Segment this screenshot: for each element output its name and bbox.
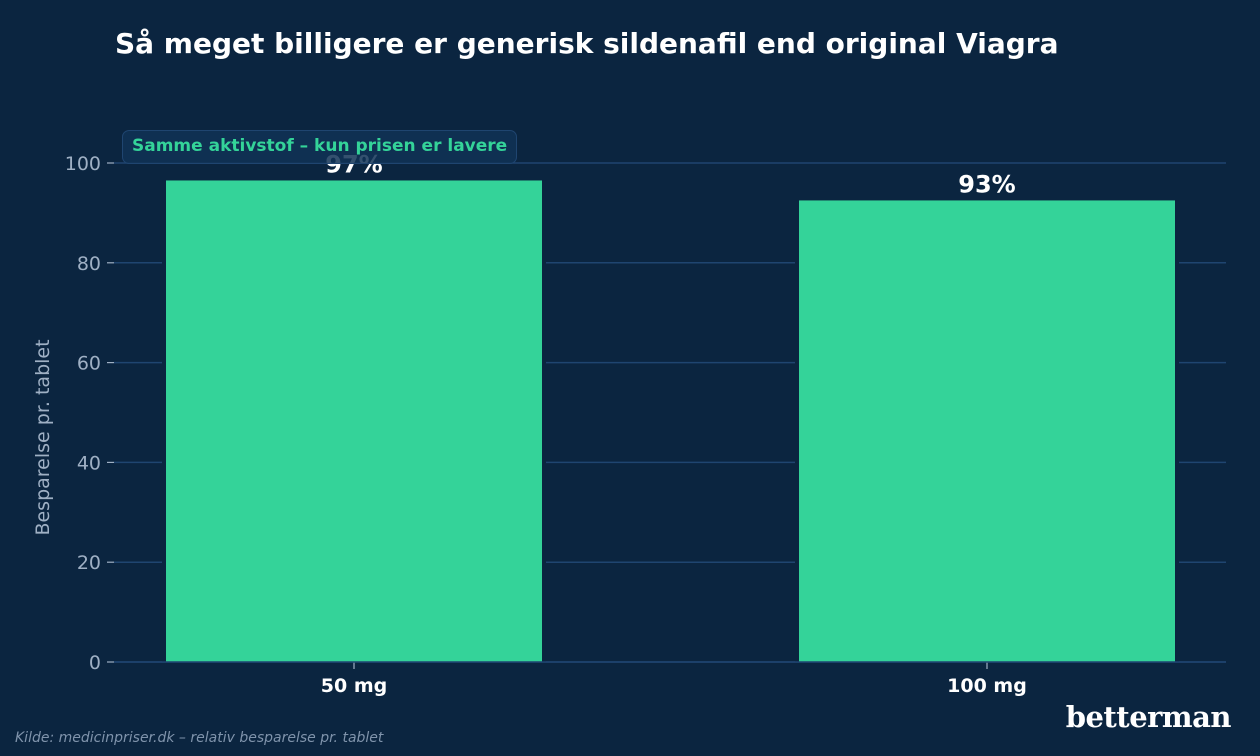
brand-logo: betterman — [1065, 700, 1232, 734]
y-tick-label: 60 — [77, 353, 101, 375]
bar-100-mg — [799, 200, 1175, 663]
x-tick-label: 50 mg — [321, 675, 387, 697]
x-tick-label: 100 mg — [947, 675, 1027, 697]
y-tick-label: 20 — [77, 552, 101, 574]
y-tick-label: 40 — [77, 452, 101, 474]
y-tick-label: 80 — [77, 253, 101, 275]
y-tick-label: 100 — [65, 153, 101, 175]
bar-50-mg — [166, 180, 542, 662]
source-note: Kilde: medicinpriser.dk – relativ bespar… — [15, 730, 384, 746]
y-axis-label: Besparelse pr. tablet — [32, 339, 54, 535]
annotation-box: Samme aktivstof – kun prisen er lavere — [122, 130, 518, 164]
y-tick-label: 0 — [89, 652, 101, 674]
bar-value-label: 93% — [958, 170, 1015, 198]
chart-title: Så meget billigere er generisk sildenafi… — [115, 27, 1059, 60]
